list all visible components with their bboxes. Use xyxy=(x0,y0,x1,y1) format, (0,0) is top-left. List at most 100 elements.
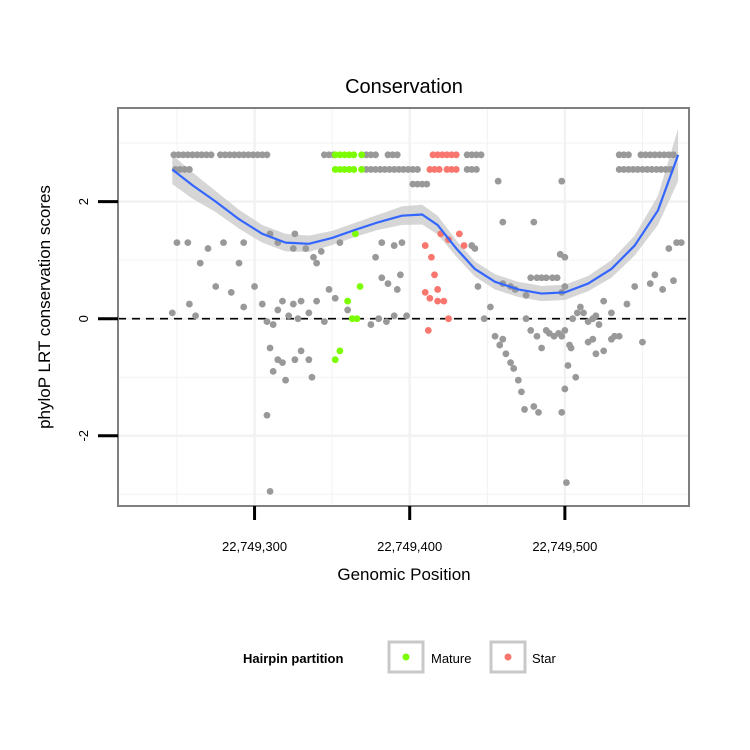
y-tick-label: -2 xyxy=(76,430,91,442)
data-point-other xyxy=(251,283,258,290)
data-point-other xyxy=(468,151,476,159)
data-point-other xyxy=(398,239,406,247)
data-point-other xyxy=(212,283,220,290)
data-point-other xyxy=(185,300,193,308)
data-point-star xyxy=(421,288,429,296)
data-point-other xyxy=(558,408,566,416)
data-point-other xyxy=(502,350,510,358)
y-tick-label: 0 xyxy=(76,315,91,322)
data-point-other xyxy=(677,239,685,247)
data-point-other xyxy=(384,151,392,159)
y-tick-label: 2 xyxy=(76,198,91,205)
data-point-other xyxy=(615,332,623,340)
data-point-other xyxy=(372,166,379,173)
data-point-star xyxy=(448,151,456,159)
data-point-other xyxy=(378,274,386,282)
data-point-other xyxy=(390,166,398,173)
data-point-other xyxy=(389,151,397,159)
data-point-other xyxy=(226,151,234,159)
data-point-other xyxy=(279,359,286,367)
data-point-other xyxy=(367,166,375,173)
data-point-mature xyxy=(331,166,339,173)
panel-background xyxy=(118,108,689,506)
data-point-other xyxy=(642,151,649,159)
data-point-other xyxy=(600,347,608,355)
data-point-mature xyxy=(345,166,353,173)
data-point-mature xyxy=(336,151,344,159)
plot-panel xyxy=(117,107,690,507)
data-point-other xyxy=(595,321,603,328)
data-point-other xyxy=(384,280,392,287)
data-point-mature xyxy=(353,315,361,323)
data-point-other xyxy=(403,312,411,320)
data-point-other xyxy=(646,280,654,287)
x-tick-label: 22,749,500 xyxy=(532,539,597,554)
data-point-other xyxy=(620,151,628,159)
data-point-other xyxy=(463,166,471,173)
data-point-other xyxy=(285,312,293,320)
data-point-other xyxy=(656,151,663,159)
data-point-star xyxy=(434,297,442,305)
data-point-other xyxy=(336,239,344,247)
data-points xyxy=(168,151,685,495)
data-point-other xyxy=(409,180,417,188)
data-point-other xyxy=(418,180,426,188)
data-point-other xyxy=(600,297,608,305)
data-point-other xyxy=(331,294,339,302)
data-point-other xyxy=(291,230,299,238)
data-point-other xyxy=(279,297,286,305)
data-point-star xyxy=(443,166,451,173)
data-point-other xyxy=(274,306,282,314)
data-point-other xyxy=(313,297,321,305)
data-point-other xyxy=(665,151,673,159)
data-point-other xyxy=(192,312,199,320)
data-point-other xyxy=(474,283,482,290)
data-point-other xyxy=(269,321,277,328)
data-point-other xyxy=(176,166,184,173)
data-point-other xyxy=(473,166,480,173)
data-point-other xyxy=(254,151,262,159)
smooth-curve xyxy=(171,154,680,295)
data-point-other xyxy=(625,151,632,159)
data-point-other xyxy=(320,151,328,159)
data-point-other xyxy=(561,253,569,261)
data-point-other xyxy=(396,271,404,279)
legend-item-mature: Mature xyxy=(387,640,471,674)
data-point-other xyxy=(507,359,514,367)
data-point-other xyxy=(393,286,401,293)
data-point-other xyxy=(553,274,561,282)
data-point-star xyxy=(434,151,442,159)
data-point-other xyxy=(372,151,379,159)
data-point-other xyxy=(390,312,398,320)
data-point-star xyxy=(434,286,442,293)
data-point-other xyxy=(362,151,370,159)
data-point-star xyxy=(431,166,438,173)
data-point-other xyxy=(244,151,252,159)
x-tick-label: 22,749,400 xyxy=(377,539,442,554)
data-point-other xyxy=(561,385,569,393)
data-point-mature xyxy=(350,166,358,173)
data-point-mature xyxy=(331,151,339,159)
data-point-other xyxy=(291,356,299,364)
data-point-other xyxy=(198,151,206,159)
data-point-mature xyxy=(348,315,356,323)
legend-label-mature: Mature xyxy=(431,651,471,666)
data-point-other xyxy=(471,245,479,252)
data-point-other xyxy=(527,274,535,282)
data-point-other xyxy=(637,151,645,159)
data-point-other xyxy=(576,303,584,311)
data-point-other xyxy=(592,350,600,358)
data-point-other xyxy=(530,403,538,410)
data-point-other xyxy=(631,283,639,290)
data-point-other xyxy=(409,166,417,173)
data-point-other xyxy=(463,151,471,159)
data-point-star xyxy=(452,166,460,173)
data-point-other xyxy=(184,151,192,159)
data-point-star xyxy=(460,242,468,249)
data-point-other xyxy=(173,239,181,247)
data-point-mature xyxy=(358,151,366,159)
data-point-mature xyxy=(331,356,339,364)
data-point-other xyxy=(367,151,375,159)
data-point-other xyxy=(235,151,243,159)
data-point-other xyxy=(473,151,480,159)
